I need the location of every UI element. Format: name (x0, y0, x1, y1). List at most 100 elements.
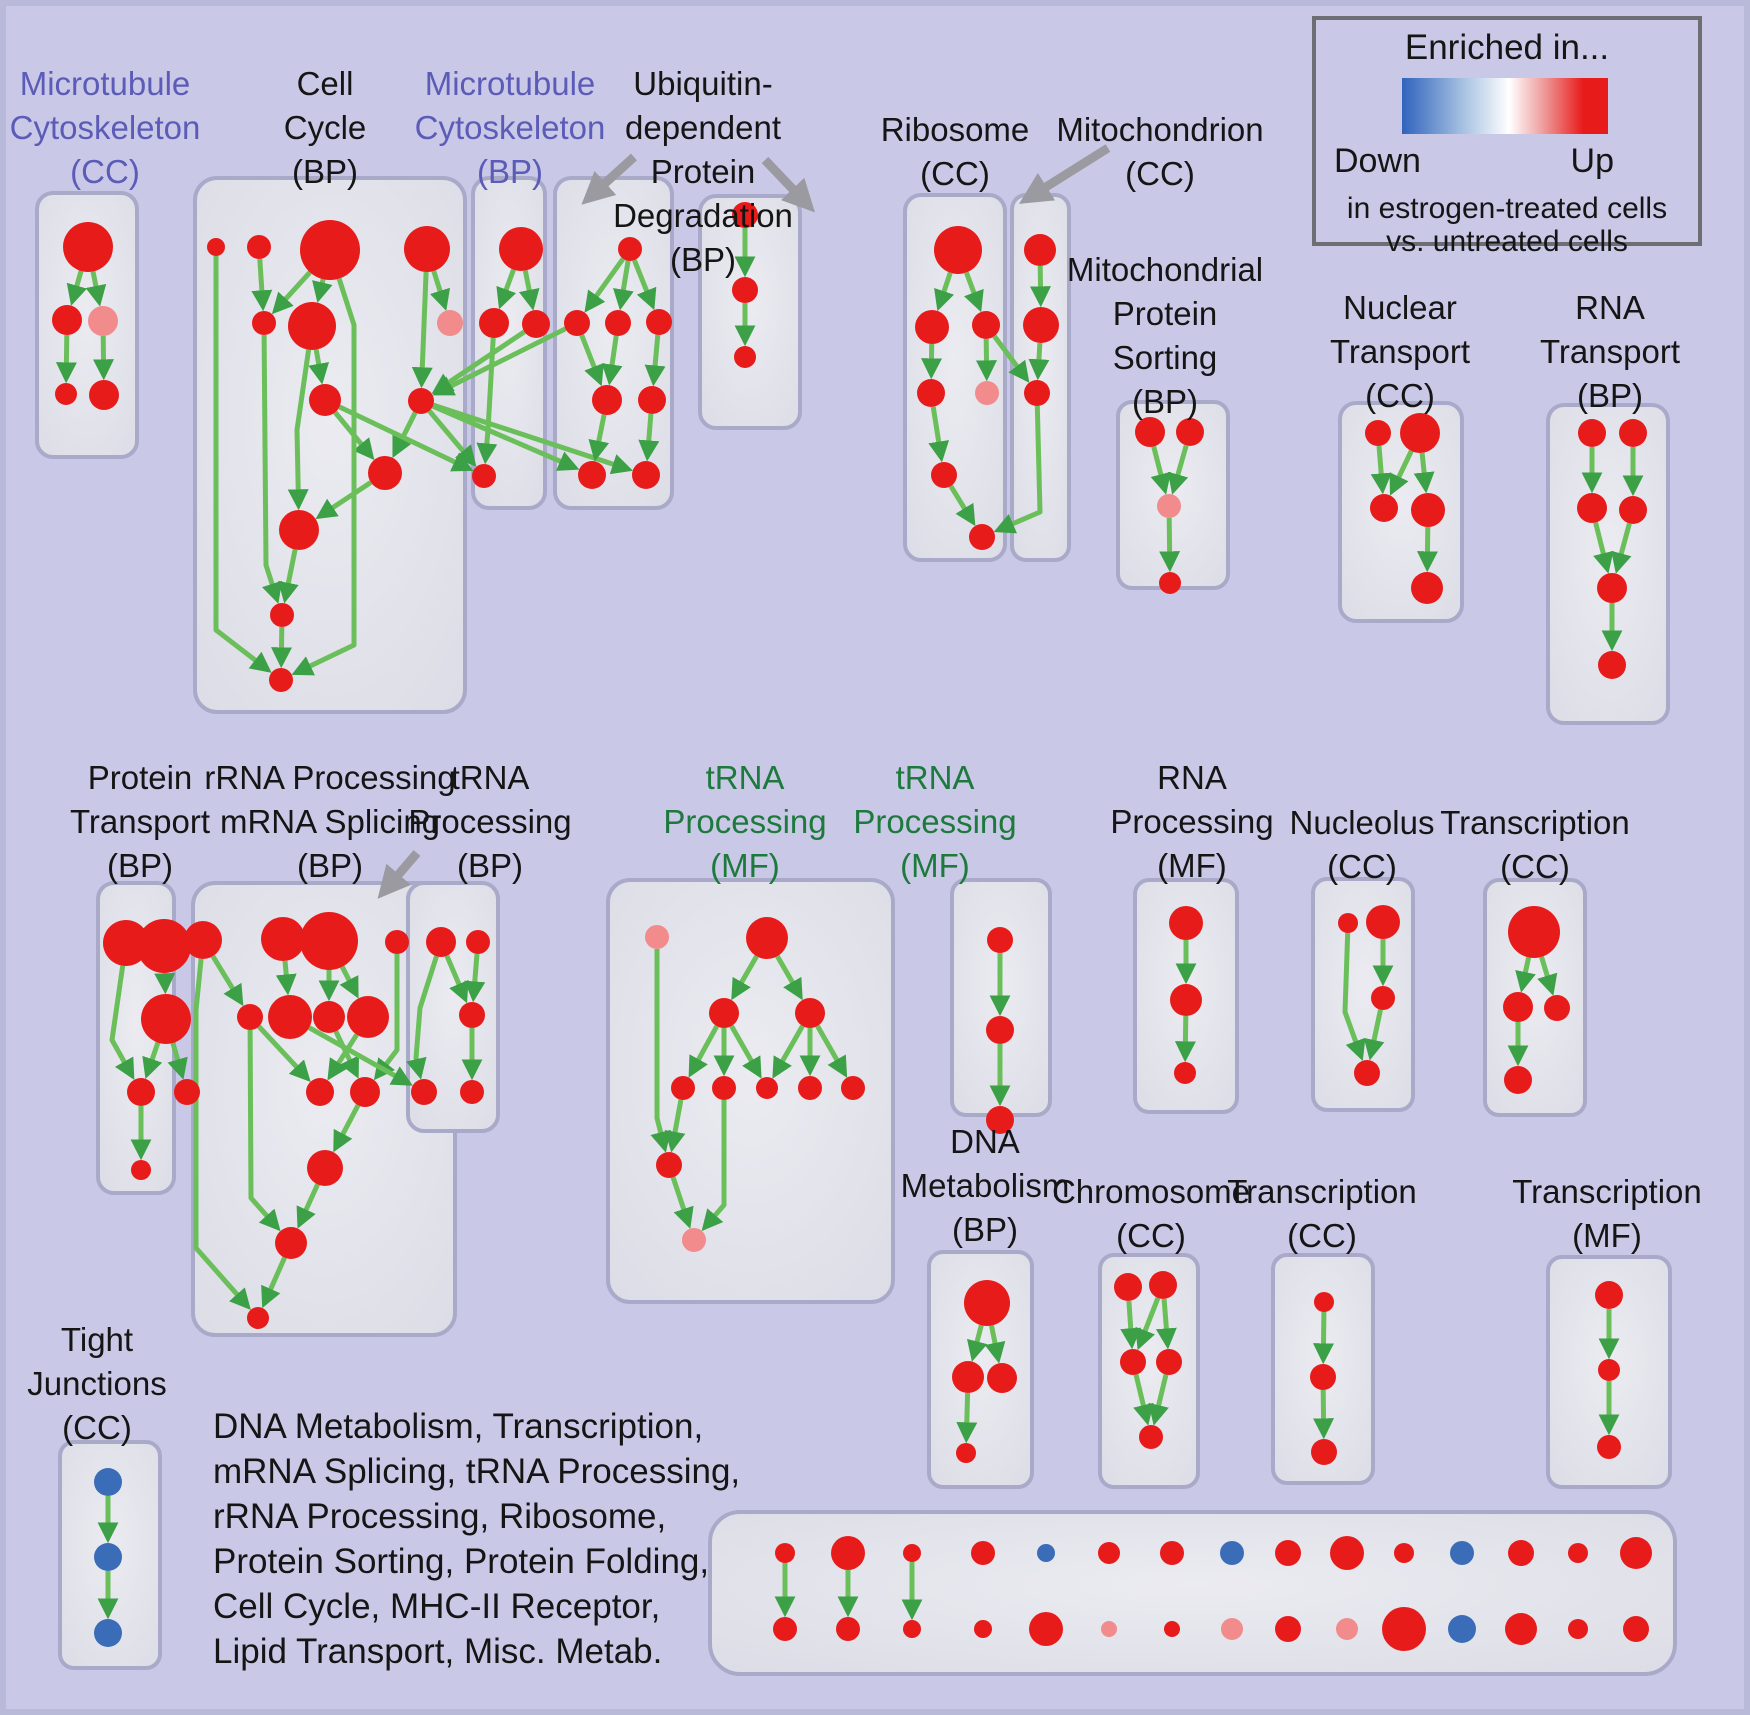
go-term-node-A5 (89, 380, 119, 410)
edge-G10-G11 (333, 1104, 361, 1153)
go-term-node-I2 (1503, 992, 1533, 1022)
edge-J1-J3 (984, 1325, 1006, 1364)
go-term-node-Bt2 (831, 1536, 865, 1570)
go-term-node-Bt14 (1568, 1543, 1588, 1563)
edge-D3-D5 (688, 1024, 719, 1078)
edge-C4-C9 (411, 271, 433, 389)
edge-M2-M4 (476, 337, 498, 465)
go-term-node-H2 (1366, 905, 1400, 939)
edge-U1-C9 (432, 326, 567, 396)
go-term-node-Z1 (94, 1468, 122, 1496)
edge-C4-C7 (429, 270, 451, 311)
go-term-node-Bb14 (1568, 1619, 1588, 1639)
legend-box: Enriched in... Down Up in estrogen-treat… (1312, 16, 1702, 258)
edge-D3-D7 (729, 1024, 762, 1079)
edge-J2-J4 (956, 1392, 978, 1444)
go-term-node-V1 (732, 202, 758, 228)
go-term-node-U7 (578, 461, 606, 489)
edge-G7-G10 (333, 1030, 360, 1079)
go-term-node-F3 (1174, 1062, 1196, 1084)
go-term-node-D9 (841, 1076, 865, 1100)
edge-D1-D10 (650, 949, 671, 1153)
edge-C1-C13 (213, 256, 272, 673)
go-term-node-Bb5 (1029, 1612, 1063, 1646)
go-term-node-E1 (987, 927, 1013, 953)
go-term-node-Q1 (1578, 419, 1606, 447)
go-term-node-F2 (1170, 984, 1202, 1016)
go-term-node-S1 (1135, 417, 1165, 447)
edge-K2-K3 (1135, 1297, 1161, 1351)
go-term-node-Bb4 (974, 1620, 992, 1638)
edge-R1-R2 (934, 271, 955, 312)
go-term-node-W2 (1310, 1364, 1336, 1390)
edge-P2-P3 (154, 972, 176, 995)
go-term-node-Bt5 (1037, 1544, 1055, 1562)
go-term-node-U8 (632, 461, 660, 489)
edge-G12-G13 (261, 1256, 287, 1309)
edge-TB1-TB4 (406, 955, 439, 1080)
go-term-node-D6 (712, 1076, 736, 1100)
go-term-node-Bt12 (1450, 1541, 1474, 1565)
go-term-node-F1 (1169, 906, 1203, 940)
go-term-node-S4 (1159, 572, 1181, 594)
go-term-node-I4 (1504, 1066, 1532, 1094)
edge-K3-K5 (1133, 1374, 1154, 1426)
edge-C8-M4 (338, 404, 474, 472)
edge-T2-T3 (1028, 342, 1050, 381)
edge-TB1-TB3 (444, 954, 469, 1004)
edge-C10-C11 (315, 480, 373, 520)
go-term-node-Bb7 (1164, 1621, 1180, 1637)
edge-Q3-Q5 (1593, 521, 1614, 574)
go-term-node-K4 (1156, 1349, 1182, 1375)
legend-subtitle-1: in estrogen-treated cells (1346, 192, 1668, 225)
edge-T1-T2 (1029, 265, 1051, 308)
edge-D4-D9 (815, 1024, 848, 1078)
go-term-node-Bt10 (1330, 1536, 1364, 1570)
go-term-node-G12 (275, 1227, 307, 1259)
edge-D5-D10 (664, 1099, 686, 1153)
edge-T3-R7 (993, 405, 1043, 534)
edge-M1-M3 (518, 270, 540, 311)
go-term-node-R1 (934, 226, 982, 274)
edge-G1-G13 (193, 958, 251, 1311)
go-term-node-Bb3 (903, 1620, 921, 1638)
edge-TB2-TB3 (464, 953, 486, 1003)
go-term-node-R4 (917, 379, 945, 407)
go-term-node-G8 (347, 996, 389, 1038)
go-term-node-J2 (952, 1361, 984, 1393)
legend-up-label: Up (1570, 142, 1614, 180)
go-term-node-C9 (408, 388, 434, 414)
go-term-node-J1 (964, 1280, 1010, 1326)
go-term-node-C1 (207, 238, 225, 256)
edge-D6-D11 (701, 1100, 727, 1232)
go-term-node-A2 (52, 305, 82, 335)
go-term-node-A3 (88, 306, 118, 336)
edge-P3-G0 (167, 1042, 188, 1080)
go-term-node-Bb13 (1505, 1613, 1537, 1645)
go-term-node-W3 (1311, 1439, 1337, 1465)
go-term-node-U4 (592, 385, 622, 415)
edge-C5-C12 (261, 334, 283, 604)
edge-W1-W2 (1312, 1311, 1334, 1365)
go-term-node-C12 (270, 603, 294, 627)
edge-W2-W3 (1313, 1389, 1335, 1440)
edge-R1-R3 (964, 271, 984, 313)
go-term-node-G9 (306, 1078, 334, 1106)
go-term-node-C10 (368, 456, 402, 490)
edge-R6-R7 (948, 484, 976, 527)
edge-I1-I2 (1515, 956, 1536, 993)
go-term-node-G10 (350, 1077, 380, 1107)
edge-G11-G12 (296, 1183, 320, 1229)
edge-A2-A4 (55, 334, 77, 384)
edge-U5-U8 (638, 413, 660, 462)
edge-H3-H4 (1363, 1009, 1385, 1061)
go-term-node-Bb6 (1101, 1621, 1117, 1637)
go-term-node-Q2 (1619, 419, 1647, 447)
go-term-node-U1 (564, 310, 590, 336)
go-term-node-U2 (605, 310, 631, 336)
go-term-node-G1 (184, 921, 222, 959)
edge-G6-TB4 (307, 1025, 413, 1086)
edge-N2-N3 (1389, 449, 1414, 496)
go-term-node-W1 (1314, 1292, 1334, 1312)
go-term-node-R7 (969, 524, 995, 550)
